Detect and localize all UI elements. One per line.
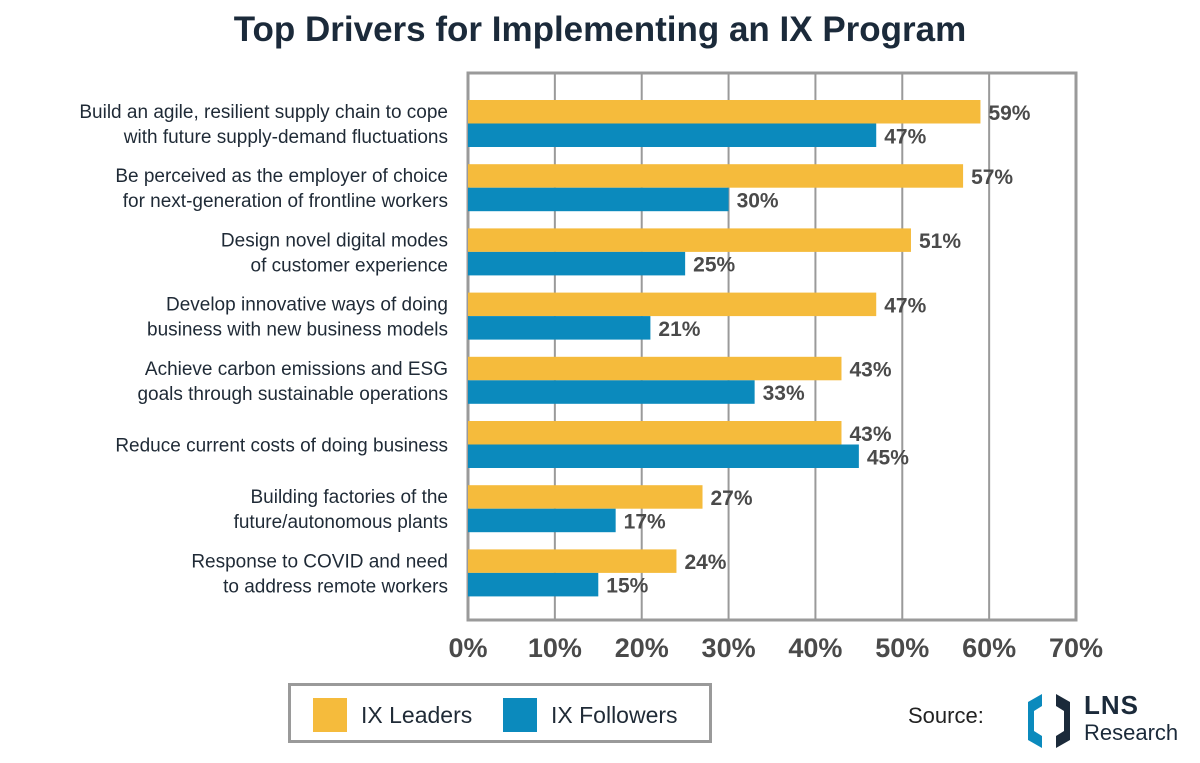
category-label: goals through sustainable operations	[137, 384, 448, 405]
bar-leaders	[468, 356, 842, 381]
data-label: 47%	[884, 294, 926, 317]
category-label: future/autonomous plants	[234, 512, 448, 533]
category-label: Response to COVID and need	[191, 551, 448, 572]
bar-followers	[468, 508, 616, 533]
data-label: 15%	[606, 575, 648, 598]
logo-lns-text: LNS	[1084, 690, 1139, 720]
plot-frame	[466, 71, 1078, 622]
x-tick-label: 40%	[788, 633, 842, 663]
x-tick-label: 10%	[528, 633, 582, 663]
data-label: 43%	[849, 359, 891, 382]
x-tick-label: 70%	[1049, 633, 1103, 663]
bar-followers	[468, 572, 599, 597]
data-label: 25%	[693, 254, 735, 277]
category-label: with future supply-demand fluctuations	[123, 127, 448, 148]
category-label: Design novel digital modes	[221, 230, 448, 251]
chart-title: Top Drivers for Implementing an IX Progr…	[233, 10, 967, 49]
data-label: 27%	[711, 487, 753, 510]
bar-followers	[468, 316, 651, 340]
legend-item-leaders: IX Leaders	[313, 698, 472, 732]
data-label: 45%	[867, 446, 909, 469]
lns-research-logo: LNS Research	[1018, 690, 1198, 750]
chart-legend: IX Leaders IX Followers	[288, 683, 712, 743]
data-label: 51%	[919, 230, 961, 253]
bar-leaders	[468, 549, 677, 573]
bar-leaders	[468, 292, 877, 317]
category-label: to address remote workers	[223, 576, 448, 597]
category-label: Develop innovative ways of doing	[166, 295, 448, 316]
category-label: Reduce current costs of doing business	[115, 436, 448, 457]
bar-followers	[468, 123, 877, 147]
x-tick-label: 20%	[615, 633, 669, 663]
data-label: 24%	[684, 551, 726, 574]
bar-chart: 0% 10% 20% 30% 40% 50% 60% 70% 59% 47% Build an ag…	[79, 71, 1103, 663]
lns-logo-icon	[1028, 694, 1070, 748]
data-label: 59%	[988, 102, 1030, 125]
bar-leaders	[468, 100, 981, 124]
bar-followers	[468, 444, 859, 468]
category-label: Building factories of the	[250, 487, 448, 508]
legend-label-leaders: IX Leaders	[361, 701, 473, 728]
data-label: 47%	[884, 125, 926, 148]
x-tick-label: 60%	[962, 633, 1016, 663]
legend-label-followers: IX Followers	[551, 701, 678, 728]
bar-followers	[468, 251, 686, 276]
logo-research-text: Research	[1084, 720, 1179, 745]
bar-leaders	[468, 164, 964, 188]
data-label: 17%	[624, 510, 666, 533]
legend-swatch-leaders	[313, 698, 347, 732]
x-tick-label: 0%	[448, 633, 487, 663]
x-tick-label: 30%	[702, 633, 756, 663]
x-tick-label: 50%	[875, 633, 929, 663]
data-label: 30%	[737, 189, 779, 212]
data-label: 43%	[849, 423, 891, 446]
bar-leaders	[468, 421, 842, 445]
bar-leaders	[468, 228, 911, 252]
bar-followers	[468, 187, 729, 212]
legend-swatch-followers	[503, 698, 537, 732]
bar-leaders	[468, 485, 703, 509]
data-label: 21%	[658, 318, 700, 341]
category-label: Build an agile, resilient supply chain t…	[79, 102, 448, 123]
category-label: business with new business models	[147, 320, 448, 341]
category-label: Be perceived as the employer of choice	[115, 166, 448, 187]
legend-item-followers: IX Followers	[503, 698, 678, 732]
category-label: for next-generation of frontline workers	[123, 191, 448, 212]
category-label: of customer experience	[251, 255, 449, 276]
category-label: Achieve carbon emissions and ESG	[145, 359, 448, 380]
source-label: Source:	[908, 703, 984, 728]
data-label: 33%	[763, 382, 805, 405]
bar-followers	[468, 380, 755, 404]
data-label: 57%	[971, 166, 1013, 189]
